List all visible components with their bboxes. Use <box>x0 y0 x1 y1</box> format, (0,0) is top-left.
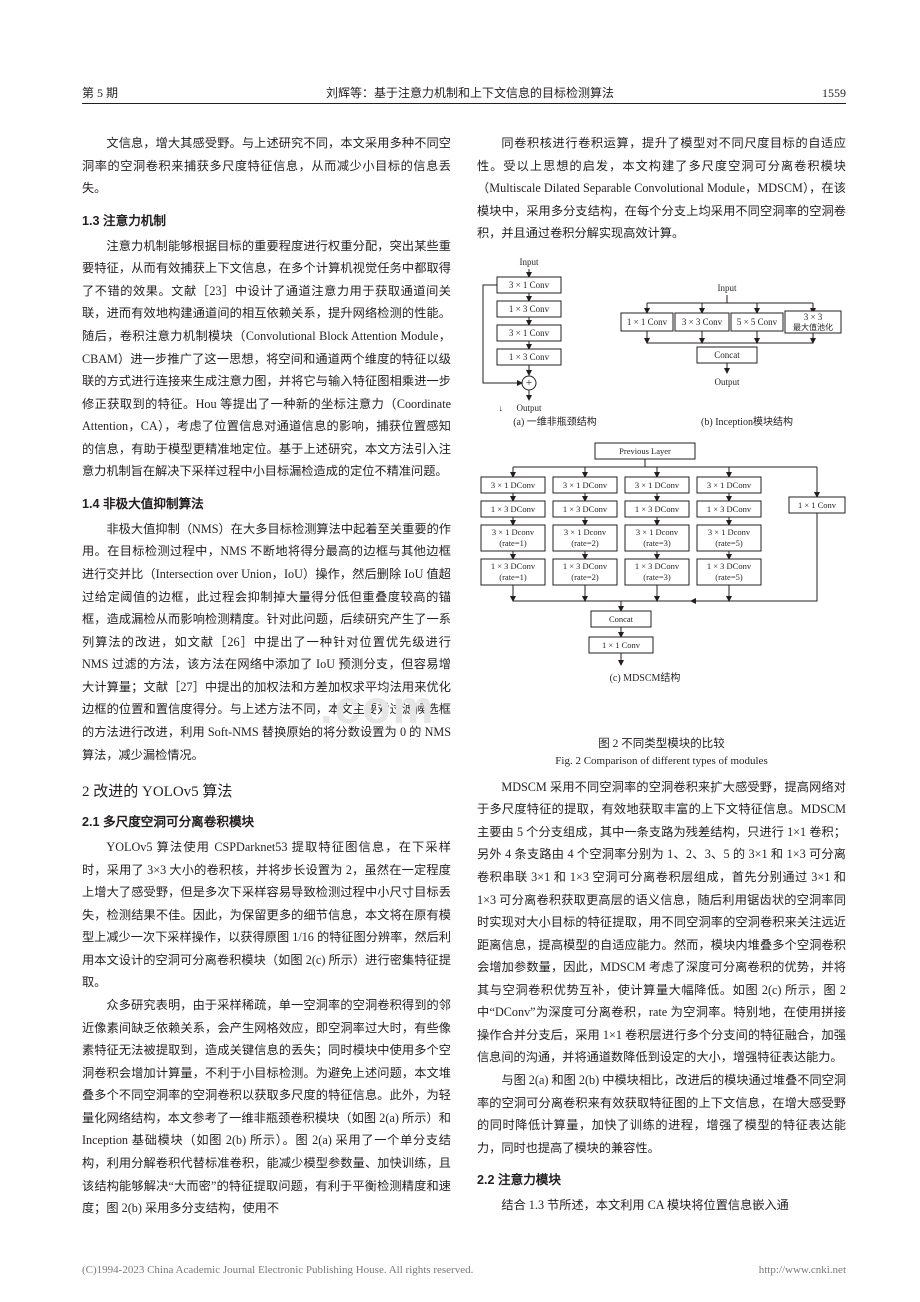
body-text: 非极大值抑制（NMS）在大多目标检测算法中起着至关重要的作用。在目标检测过程中，… <box>82 518 451 766</box>
svg-text:5 × 5 Conv: 5 × 5 Conv <box>737 317 778 327</box>
body-text: 注意力机制能够根据目标的重要程度进行权重分配，突出某些重要特征，从而有效捕获上下… <box>82 235 451 483</box>
svg-text:Previous Layer: Previous Layer <box>619 446 671 456</box>
svg-text:1 × 3 DConv: 1 × 3 DConv <box>491 561 536 571</box>
page-number: 1559 <box>822 86 846 101</box>
header-rule <box>82 103 846 104</box>
svg-text:3 × 3 Conv: 3 × 3 Conv <box>682 317 723 327</box>
svg-text:↓: ↓ <box>499 403 504 413</box>
figure-2-caption-en: Fig. 2 Comparison of different types of … <box>477 753 846 770</box>
right-column: 同卷积核进行卷积运算，提升了模型对不同尺度目标的自适应性。受以上思想的启发，本文… <box>477 132 846 1220</box>
footer-copyright: (C)1994-2023 China Academic Journal Elec… <box>82 1264 473 1276</box>
running-header: 第 5 期 刘辉等：基于注意力机制和上下文信息的目标检测算法 1559 <box>82 84 846 101</box>
svg-text:Input: Input <box>718 283 737 293</box>
section-2-2-heading: 2.2 注意力模块 <box>477 1169 846 1188</box>
svg-text:3 × 1 Dconv: 3 × 1 Dconv <box>564 527 607 537</box>
section-1-3-heading: 1.3 注意力机制 <box>82 210 451 229</box>
svg-text:3 × 1 Conv: 3 × 1 Conv <box>509 280 550 290</box>
svg-text:(rate=1): (rate=1) <box>499 572 527 582</box>
svg-text:(rate=5): (rate=5) <box>715 572 743 582</box>
svg-text:3 × 1 Dconv: 3 × 1 Dconv <box>492 527 535 537</box>
section-2-1-heading: 2.1 多尺度空洞可分离卷积模块 <box>82 811 451 830</box>
svg-text:1 × 3 DConv: 1 × 3 DConv <box>491 504 536 514</box>
fig-a-input: Input <box>520 257 539 267</box>
svg-text:Output: Output <box>714 377 740 387</box>
body-text: 与图 2(a) 和图 2(b) 中模块相比，改进后的模块通过堆叠不同空洞率的空洞… <box>477 1069 846 1159</box>
svg-text:Output: Output <box>516 403 542 413</box>
svg-text:(rate=1): (rate=1) <box>499 538 527 548</box>
svg-text:1 × 3 DConv: 1 × 3 DConv <box>563 504 608 514</box>
body-text: YOLOv5 算法使用 CSPDarknet53 提取特征图信息，在下采样时，采… <box>82 836 451 994</box>
body-text: 文信息，增大其感受野。与上述研究不同，本文采用多种不同空洞率的空洞卷积来捕获多尺… <box>82 132 451 200</box>
svg-text:3 × 3: 3 × 3 <box>804 312 823 322</box>
figure-2-caption-cn: 图 2 不同类型模块的比较 <box>477 735 846 753</box>
svg-text:1 × 3 Conv: 1 × 3 Conv <box>509 352 550 362</box>
footer: (C)1994-2023 China Academic Journal Elec… <box>82 1264 846 1276</box>
svg-text:最大值池化: 最大值池化 <box>793 322 833 332</box>
svg-text:1 × 1 Conv: 1 × 1 Conv <box>627 317 668 327</box>
svg-text:1 × 3 Conv: 1 × 3 Conv <box>509 304 550 314</box>
svg-text:3 × 1 DConv: 3 × 1 DConv <box>635 480 680 490</box>
body-text: 众多研究表明，由于采样稀疏，单一空洞率的空洞卷积得到的邻近像素间缺乏依赖关系，会… <box>82 994 451 1220</box>
section-1-4-heading: 1.4 非极大值抑制算法 <box>82 493 451 512</box>
svg-text:3 × 1 DConv: 3 × 1 DConv <box>563 480 608 490</box>
svg-text:3 × 1 Dconv: 3 × 1 Dconv <box>636 527 679 537</box>
svg-text:1 × 3 DConv: 1 × 3 DConv <box>707 561 752 571</box>
svg-text:1 × 1 Conv: 1 × 1 Conv <box>602 640 641 650</box>
body-text: 结合 1.3 节所述，本文利用 CA 模块将位置信息嵌入通 <box>477 1194 846 1217</box>
page: 第 5 期 刘辉等：基于注意力机制和上下文信息的目标检测算法 1559 文信息，… <box>0 0 920 1260</box>
figure-2: Input 3 × 1 Conv 1 × 3 Conv 3 × 1 Conv 1… <box>477 253 846 770</box>
svg-text:(rate=2): (rate=2) <box>571 538 599 548</box>
figure-2-svg: Input 3 × 1 Conv 1 × 3 Conv 3 × 1 Conv 1… <box>477 253 847 733</box>
svg-text:Concat: Concat <box>609 614 634 624</box>
svg-text:+: + <box>526 377 532 389</box>
svg-text:(b) Inception模块结构: (b) Inception模块结构 <box>701 415 793 428</box>
svg-text:1 × 3 DConv: 1 × 3 DConv <box>563 561 608 571</box>
issue-number: 第 5 期 <box>82 84 118 101</box>
svg-text:(rate=5): (rate=5) <box>715 538 743 548</box>
left-column: 文信息，增大其感受野。与上述研究不同，本文采用多种不同空洞率的空洞卷积来捕获多尺… <box>82 132 451 1220</box>
svg-text:(rate=2): (rate=2) <box>571 572 599 582</box>
svg-text:(rate=3): (rate=3) <box>643 572 671 582</box>
svg-text:(c) MDSCM结构: (c) MDSCM结构 <box>610 671 681 684</box>
svg-text:1 × 3 DConv: 1 × 3 DConv <box>707 504 752 514</box>
body-text: 同卷积核进行卷积运算，提升了模型对不同尺度目标的自适应性。受以上思想的启发，本文… <box>477 132 846 245</box>
svg-text:Concat: Concat <box>714 350 740 360</box>
body-text: MDSCM 采用不同空洞率的空洞卷积来扩大感受野，提高网络对于多尺度特征的提取，… <box>477 776 846 1069</box>
svg-text:3 × 1 DConv: 3 × 1 DConv <box>707 480 752 490</box>
svg-text:1 × 1 Conv: 1 × 1 Conv <box>798 500 837 510</box>
svg-text:3 × 1 DConv: 3 × 1 DConv <box>491 480 536 490</box>
two-column-body: 文信息，增大其感受野。与上述研究不同，本文采用多种不同空洞率的空洞卷积来捕获多尺… <box>82 132 846 1220</box>
footer-url: http://www.cnki.net <box>759 1264 846 1276</box>
section-2-heading: 2 改进的 YOLOv5 算法 <box>82 780 451 801</box>
svg-text:1 × 3 DConv: 1 × 3 DConv <box>635 504 680 514</box>
svg-text:1 × 3 DConv: 1 × 3 DConv <box>635 561 680 571</box>
svg-text:(rate=3): (rate=3) <box>643 538 671 548</box>
svg-text:3 × 1 Dconv: 3 × 1 Dconv <box>708 527 751 537</box>
paper-running-title: 刘辉等：基于注意力机制和上下文信息的目标检测算法 <box>326 84 614 101</box>
svg-text:(a) 一维非瓶颈结构: (a) 一维非瓶颈结构 <box>513 415 597 428</box>
svg-text:3 × 1 Conv: 3 × 1 Conv <box>509 328 550 338</box>
